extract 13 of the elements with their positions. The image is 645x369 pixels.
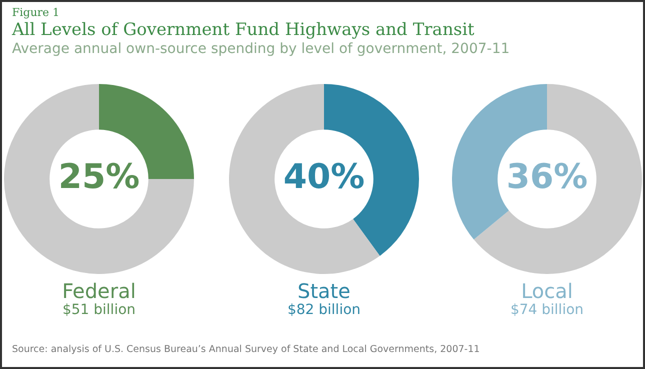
- caption: Figure 1: [12, 6, 61, 19]
- text: $51 billion: [61, 302, 137, 318]
- text: All Levels of Government Fund Highways and Transit: [12, 20, 476, 40]
- source-note: Source: analysis of U.S. Census Bureau’s Annual Survey of State and Local Governments, 2007-11: [12, 344, 480, 355]
- text: State: [296, 279, 352, 303]
- data-label: 25%: [58, 156, 140, 197]
- text: Federal: [61, 279, 137, 303]
- data-label: 36%: [506, 156, 588, 197]
- text: Local: [520, 279, 574, 303]
- data-label: 40%: [283, 156, 365, 197]
- text: $74 billion: [509, 302, 585, 318]
- text: $82 billion: [286, 302, 362, 318]
- text: Average annual own-source spending by level of government, 2007-11: [12, 41, 511, 57]
